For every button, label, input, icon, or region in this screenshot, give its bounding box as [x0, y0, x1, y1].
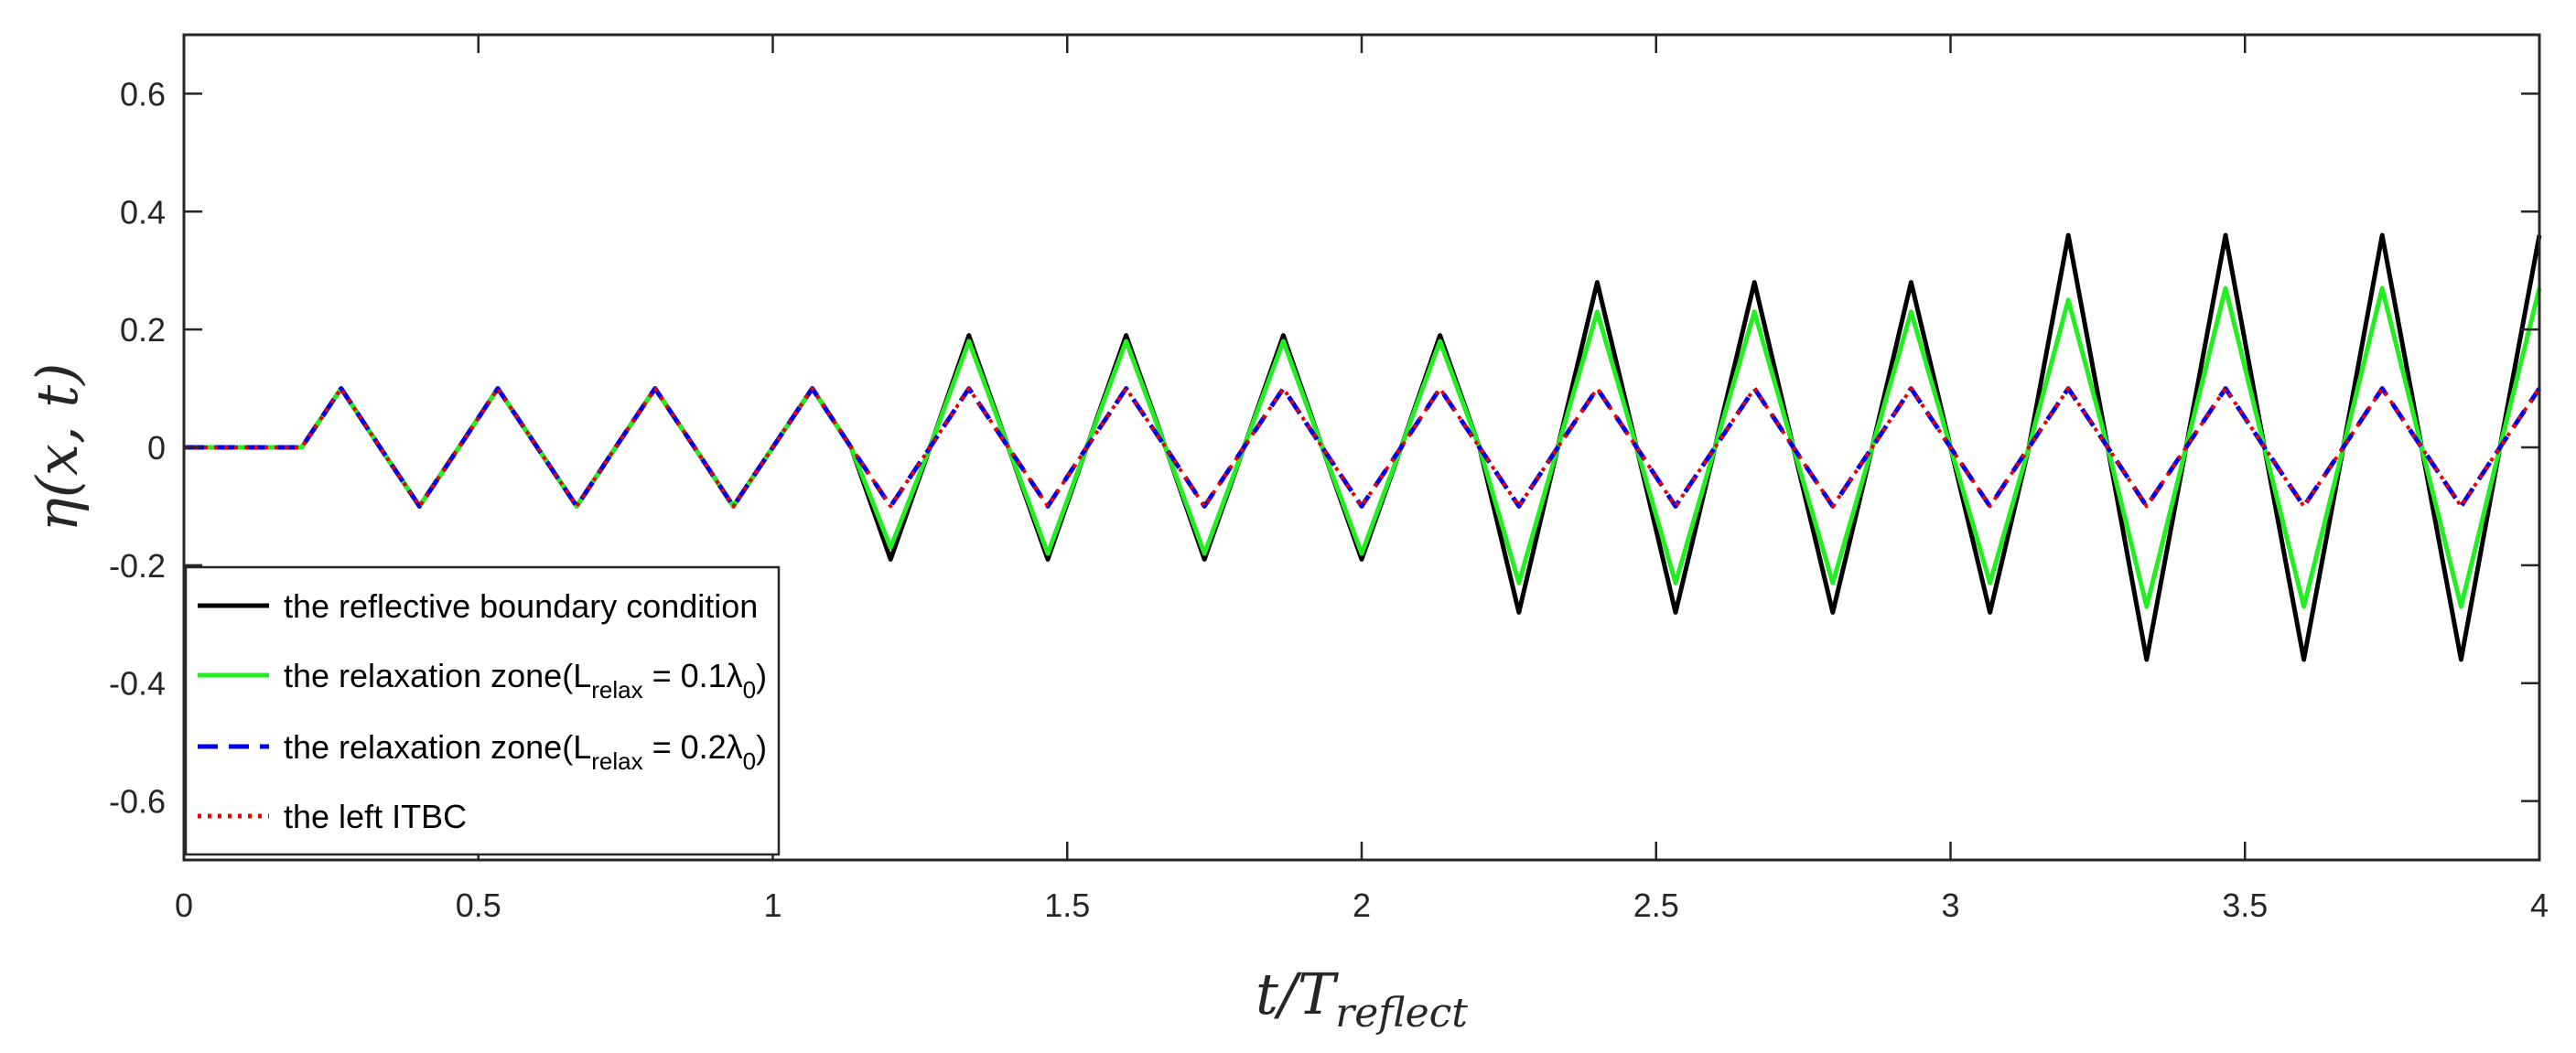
- y-tick-label: 0: [147, 429, 166, 467]
- legend-label: the reflective boundary condition: [284, 587, 758, 625]
- x-tick-label: 4: [2530, 886, 2549, 924]
- y-tick-label: 0.2: [120, 311, 166, 349]
- legend-label: the left ITBC: [284, 798, 467, 835]
- series-line-relax02: [184, 386, 2542, 509]
- legend-label: the relaxation zone(Lrelax = 0.1λ0): [284, 657, 767, 704]
- legend-label: the relaxation zone(Lrelax = 0.2λ0): [284, 728, 767, 775]
- y-tick-label: -0.2: [109, 547, 166, 585]
- legend-item: the relaxation zone(Lrelax = 0.2λ0): [198, 728, 767, 775]
- legend-item: the reflective boundary condition: [198, 587, 758, 625]
- x-tick-label: 2: [1353, 886, 1371, 924]
- x-tick-label: 1: [763, 886, 781, 924]
- legend-item: the left ITBC: [198, 798, 467, 835]
- y-tick-label: -0.6: [109, 783, 166, 821]
- svg-text:t/Treflect: t/Treflect: [1256, 961, 1468, 1037]
- x-tick-label: 3: [1941, 886, 1959, 924]
- x-tick-label: 0.5: [456, 886, 501, 924]
- y-axis-label: η(x, t): [24, 363, 91, 532]
- x-axis-label: t/Treflect: [1256, 961, 1468, 1037]
- x-tick-label: 1.5: [1044, 886, 1090, 924]
- series-layer: [184, 232, 2542, 662]
- x-tick-label: 3.5: [2222, 886, 2268, 924]
- legend-box: [184, 565, 781, 856]
- y-tick-label: -0.4: [109, 665, 166, 703]
- y-axis: -0.6 -0.4 -0.2 0 0.2 0.4 0.6: [109, 75, 2539, 821]
- x-axis-label-sub: reflect: [1335, 990, 1468, 1037]
- legend-item: the relaxation zone(Lrelax = 0.1λ0): [198, 657, 767, 704]
- y-axis-label-text: η(x, t): [24, 363, 91, 532]
- y-tick-label: 0.6: [120, 75, 166, 113]
- x-tick-label: 2.5: [1633, 886, 1679, 924]
- y-tick-label: 0.4: [120, 193, 166, 231]
- x-axis: 0 0.5 1 1.5 2 2.5 3 3.5 4: [175, 35, 2549, 924]
- x-axis-label-main: t/T: [1256, 961, 1340, 1027]
- x-tick-label: 0: [175, 886, 193, 924]
- legend: the reflective boundary condition the rel…: [184, 565, 781, 856]
